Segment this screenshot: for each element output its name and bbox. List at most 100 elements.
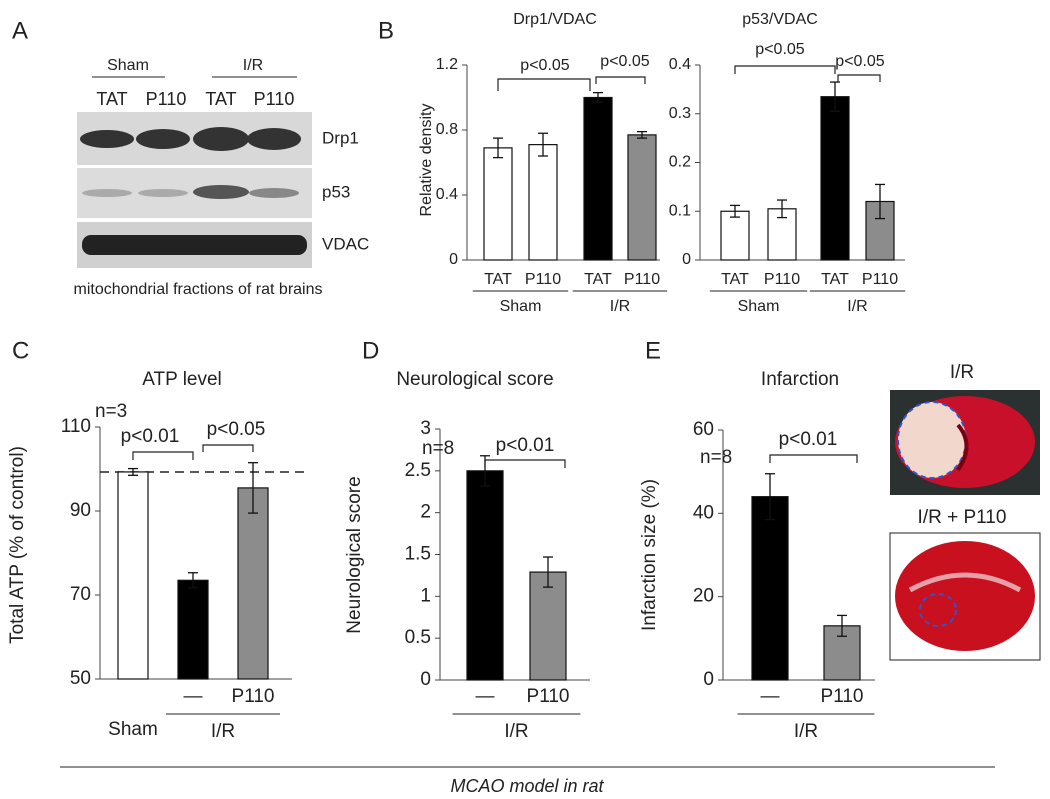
error-bar bbox=[730, 204, 740, 218]
error-bar bbox=[543, 556, 553, 588]
annotation: p<0.01 bbox=[496, 435, 555, 456]
group-label: Sham bbox=[738, 298, 780, 315]
y-tick-label: 0.8 bbox=[436, 121, 458, 138]
x-tick-label: TAT bbox=[584, 271, 612, 288]
bar bbox=[177, 579, 209, 680]
x-tick-label: TAT bbox=[721, 271, 749, 288]
y-tick-label: 0 bbox=[682, 251, 691, 268]
y-tick-label: 0.4 bbox=[669, 56, 691, 73]
y-tick-label: 0.1 bbox=[669, 202, 691, 219]
error-bar bbox=[777, 199, 787, 219]
chart-title: Drp1/VDAC bbox=[513, 11, 597, 28]
y-tick-label: 1.5 bbox=[405, 544, 431, 565]
bar bbox=[627, 134, 657, 261]
x-tick-label: P110 bbox=[764, 271, 800, 288]
y-tick-label: 0 bbox=[449, 251, 458, 268]
error-bar bbox=[837, 614, 847, 637]
y-tick-label: 3 bbox=[420, 418, 431, 439]
x-tick-label: P110 bbox=[525, 271, 561, 288]
brain-image bbox=[890, 390, 1040, 495]
x-tick-label: Sham bbox=[108, 719, 158, 740]
blot-row-label: p53 bbox=[322, 182, 350, 201]
x-tick-label: P110 bbox=[527, 686, 570, 707]
annotation: p<0.01 bbox=[779, 429, 838, 450]
y-axis-label: Total ATP (% of control) bbox=[7, 446, 28, 644]
bracket bbox=[595, 76, 646, 84]
error-bar bbox=[538, 132, 548, 157]
y-tick-label: 0.5 bbox=[405, 627, 431, 648]
panel-label: D bbox=[362, 337, 379, 364]
group-label: I/R bbox=[610, 298, 630, 315]
y-tick-label: 0 bbox=[703, 669, 714, 690]
bracket bbox=[484, 459, 566, 468]
blot: Sham I/R TAT P110 TAT P110 Drp1 p53 VDAC… bbox=[74, 57, 370, 298]
annotation: p<0.05 bbox=[520, 57, 569, 74]
error-bar bbox=[830, 81, 840, 112]
bar bbox=[820, 96, 850, 261]
group-label: I/R bbox=[847, 298, 867, 315]
y-axis-label: Neurological score bbox=[344, 476, 365, 633]
bracket bbox=[497, 78, 591, 91]
y-tick-label: 0 bbox=[420, 669, 431, 690]
panel-label: C bbox=[12, 337, 29, 364]
x-tick-label: P110 bbox=[821, 686, 864, 707]
image-label: I/R bbox=[950, 362, 974, 383]
bar bbox=[529, 571, 567, 681]
group-label: Sham bbox=[500, 298, 542, 315]
bracket bbox=[132, 451, 194, 460]
chart-title: Neurological score bbox=[396, 369, 553, 390]
panel-label: B bbox=[378, 17, 394, 44]
y-tick-label: 60 bbox=[693, 419, 714, 440]
y-tick-label: 40 bbox=[693, 502, 714, 523]
bracket bbox=[837, 74, 881, 82]
bar bbox=[583, 96, 613, 261]
lane-label: P110 bbox=[254, 89, 295, 109]
y-tick-label: 20 bbox=[693, 586, 714, 607]
annotation: n=8 bbox=[422, 438, 454, 459]
y-axis-label: Infarction size (%) bbox=[639, 479, 660, 631]
annotation: p<0.05 bbox=[755, 41, 804, 58]
bar bbox=[720, 210, 750, 261]
annotation: p<0.05 bbox=[600, 53, 649, 70]
y-tick-label: 0.2 bbox=[669, 154, 691, 171]
blot-row-label: VDAC bbox=[322, 234, 369, 253]
error-bar bbox=[875, 183, 885, 220]
bar bbox=[466, 470, 504, 681]
y-tick-label: 0.4 bbox=[436, 186, 458, 203]
x-tick-label: P110 bbox=[624, 271, 660, 288]
bar bbox=[483, 147, 513, 261]
x-tick-label: — bbox=[476, 686, 495, 707]
blot-group: I/R bbox=[243, 57, 263, 74]
annotation: p<0.01 bbox=[121, 426, 180, 447]
y-tick-label: 0.3 bbox=[669, 105, 691, 122]
y-tick-label: 2.5 bbox=[405, 460, 431, 481]
x-tick-label: P110 bbox=[232, 686, 275, 707]
y-tick-label: 1.2 bbox=[436, 56, 458, 73]
x-tick-label: — bbox=[184, 686, 203, 707]
x-tick-label: — bbox=[761, 686, 780, 707]
annotation: p<0.05 bbox=[207, 419, 266, 440]
y-tick-label: 50 bbox=[70, 668, 91, 689]
x-tick-label: TAT bbox=[821, 271, 849, 288]
y-tick-label: 90 bbox=[70, 500, 91, 521]
panel-label: E bbox=[645, 337, 661, 364]
y-tick-label: 70 bbox=[70, 584, 91, 605]
error-bar bbox=[493, 137, 503, 159]
bracket bbox=[734, 65, 836, 74]
bracket bbox=[202, 444, 254, 452]
y-axis-label: Relative density bbox=[418, 104, 435, 217]
group-label: I/R bbox=[211, 721, 235, 742]
error-bar bbox=[593, 91, 603, 104]
bar bbox=[528, 144, 558, 261]
error-bar bbox=[637, 130, 647, 139]
chart-title: ATP level bbox=[142, 369, 222, 390]
group-label: I/R bbox=[794, 721, 818, 742]
chart-title: Infarction bbox=[761, 369, 839, 390]
y-tick-label: 2 bbox=[420, 502, 431, 523]
lane-label: TAT bbox=[96, 89, 127, 109]
y-tick-label: 1 bbox=[420, 585, 431, 606]
chart-title: p53/VDAC bbox=[742, 11, 818, 28]
error-bar bbox=[188, 572, 198, 589]
bar bbox=[117, 471, 149, 680]
bands bbox=[80, 127, 307, 255]
